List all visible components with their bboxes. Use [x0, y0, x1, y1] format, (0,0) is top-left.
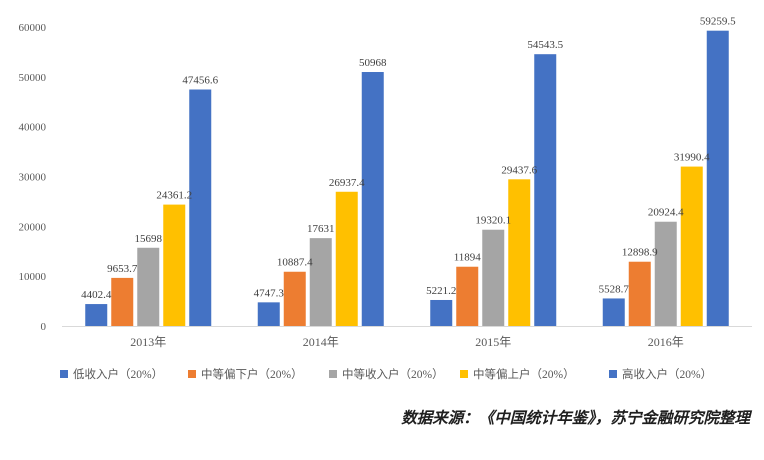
bar	[654, 221, 677, 326]
bar	[85, 304, 108, 326]
bar	[361, 72, 384, 327]
y-tick-label: 60000	[19, 22, 47, 34]
legend-label: 中等偏上户（20%）	[473, 367, 575, 381]
legend-swatch	[609, 370, 617, 378]
x-tick-label: 2013年	[130, 335, 166, 349]
data-label: 11894	[454, 252, 482, 264]
legend-label: 中等收入户（20%）	[342, 367, 444, 381]
data-label: 10887.4	[277, 257, 313, 269]
bar	[335, 191, 358, 326]
bar	[706, 30, 729, 327]
source-note: 数据来源：《中国统计年鉴》，苏宁金融研究院整理	[401, 409, 750, 427]
bar	[534, 54, 557, 326]
y-axis: 0 10000 20000 30000 40000 50000 60000	[19, 22, 47, 333]
y-tick-label: 0	[41, 321, 47, 333]
bar-chart: 0 10000 20000 30000 40000 50000 60000 4402.4 96…	[19, 16, 752, 381]
data-label: 15698	[135, 233, 163, 245]
bar	[456, 266, 479, 326]
bar	[189, 89, 212, 327]
legend-label: 高收入户（20%）	[622, 367, 712, 381]
data-label: 54543.5	[527, 39, 563, 51]
y-tick-label: 10000	[19, 271, 47, 283]
legend: 低收入户（20%） 中等偏下户（20%） 中等收入户（20%） 中等偏上户（20%） 高…	[60, 367, 712, 381]
data-label: 59259.5	[700, 16, 736, 28]
bar	[508, 179, 531, 326]
data-labels: 4402.4 9653.7 15698 24361.2 47456.6 4747.3 108…	[81, 16, 736, 301]
x-axis: 2013年 2014年 2015年 2016年	[130, 335, 684, 349]
bar	[628, 261, 651, 326]
legend-swatch	[460, 370, 468, 378]
bar	[602, 298, 625, 326]
data-label: 31990.4	[674, 152, 710, 164]
x-tick-label: 2014年	[303, 335, 339, 349]
data-label: 5528.7	[599, 283, 630, 295]
data-label: 17631	[307, 223, 335, 235]
bar	[111, 277, 134, 326]
data-label: 47456.6	[182, 75, 218, 87]
y-tick-label: 40000	[19, 122, 47, 134]
x-tick-label: 2016年	[648, 335, 684, 349]
data-label: 4402.4	[81, 289, 112, 301]
bars	[85, 30, 729, 327]
data-label: 29437.6	[501, 164, 537, 176]
bar	[257, 302, 280, 326]
data-label: 9653.7	[107, 263, 138, 275]
y-tick-label: 20000	[19, 221, 47, 233]
x-tick-label: 2015年	[475, 335, 511, 349]
bar	[680, 166, 703, 326]
legend-label: 低收入户（20%）	[73, 367, 163, 381]
bar	[430, 299, 453, 326]
data-label: 50968	[359, 57, 387, 69]
legend-swatch	[329, 370, 337, 378]
legend-swatch	[188, 370, 196, 378]
legend-swatch	[60, 370, 68, 378]
data-label: 19320.1	[475, 215, 511, 227]
data-label: 5221.2	[426, 285, 456, 297]
data-label: 24361.2	[156, 190, 192, 202]
bar	[137, 247, 160, 326]
data-label: 12898.9	[622, 247, 658, 259]
y-tick-label: 30000	[19, 172, 47, 184]
bar	[283, 271, 306, 326]
legend-label: 中等偏下户（20%）	[201, 367, 303, 381]
data-label: 4747.3	[254, 287, 285, 299]
bar	[309, 238, 332, 326]
data-label: 20924.4	[648, 207, 684, 219]
bar	[482, 229, 505, 326]
y-tick-label: 50000	[19, 72, 47, 84]
data-label: 26937.4	[329, 177, 365, 189]
bar	[163, 204, 186, 326]
